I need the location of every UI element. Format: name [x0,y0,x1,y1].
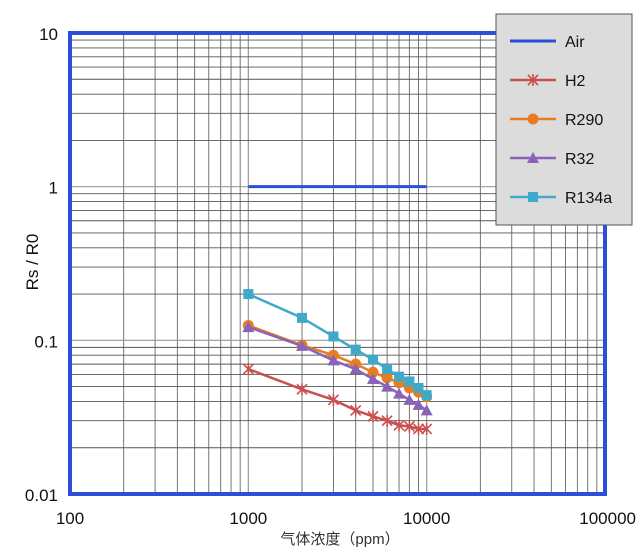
data-point [296,383,308,396]
y-tick-label: 1 [49,179,58,198]
plot-border [68,31,607,496]
data-point [527,113,539,125]
data-point [367,410,379,423]
data-point [297,312,308,323]
data-point [366,373,379,385]
data-point [393,419,405,432]
series-r134a [243,289,432,401]
data-point [527,152,539,163]
data-point [327,393,339,406]
legend-label: R290 [565,112,603,129]
legend: Air H2 R290 R32 R134a [495,13,633,226]
data-point [404,376,415,387]
plot-frame [68,31,607,496]
legend-label: R134a [565,190,612,207]
legend-label: R32 [565,151,594,168]
legend-label: Air [565,34,585,51]
x-tick-label: 100000 [579,509,636,528]
x-tick-label: 100 [56,509,84,528]
y-axis-label: Rs / R0 [23,234,42,291]
y-tick-label: 10 [39,25,58,44]
data-point [527,74,539,86]
x-axis-label: 气体浓度（ppm） [280,531,399,548]
legend-item-r134a: R134a [510,190,612,207]
data-point [328,331,339,342]
legend-item-air: Air [510,34,585,51]
data-point [382,364,393,375]
data-point [421,390,432,401]
data-point [350,404,362,417]
y-tick-label: 0.1 [34,332,58,351]
data-point [367,354,378,365]
legend-item-r290: R290 [510,112,603,129]
data-point [381,380,394,392]
data-point [412,422,425,435]
data-point [381,414,393,427]
data-point [394,371,405,382]
data-point [403,420,415,433]
data-point [242,321,255,333]
data-point [296,339,309,351]
x-tick-label: 10000 [403,509,450,528]
series-group [242,185,433,435]
data-point [349,363,362,375]
legend-item-r32: R32 [510,151,594,168]
data-point [403,393,416,405]
tick-labels: 0.01 0.1 1 10 100 1000 10000 100000 [25,25,636,528]
data-point [421,422,433,435]
data-point [327,354,340,366]
data-point [412,398,425,410]
data-point [242,363,254,376]
x-tick-label: 1000 [229,509,267,528]
data-point [413,382,424,393]
data-point [350,344,361,355]
series-line [247,367,427,431]
series-h2 [242,363,433,435]
data-point [420,404,433,416]
data-point [393,387,406,399]
series-r32 [242,321,433,416]
data-point [528,192,538,202]
y-tick-label: 0.01 [25,486,58,505]
data-point [243,289,254,300]
legend-label: H2 [565,73,586,90]
legend-item-h2: H2 [510,73,586,90]
